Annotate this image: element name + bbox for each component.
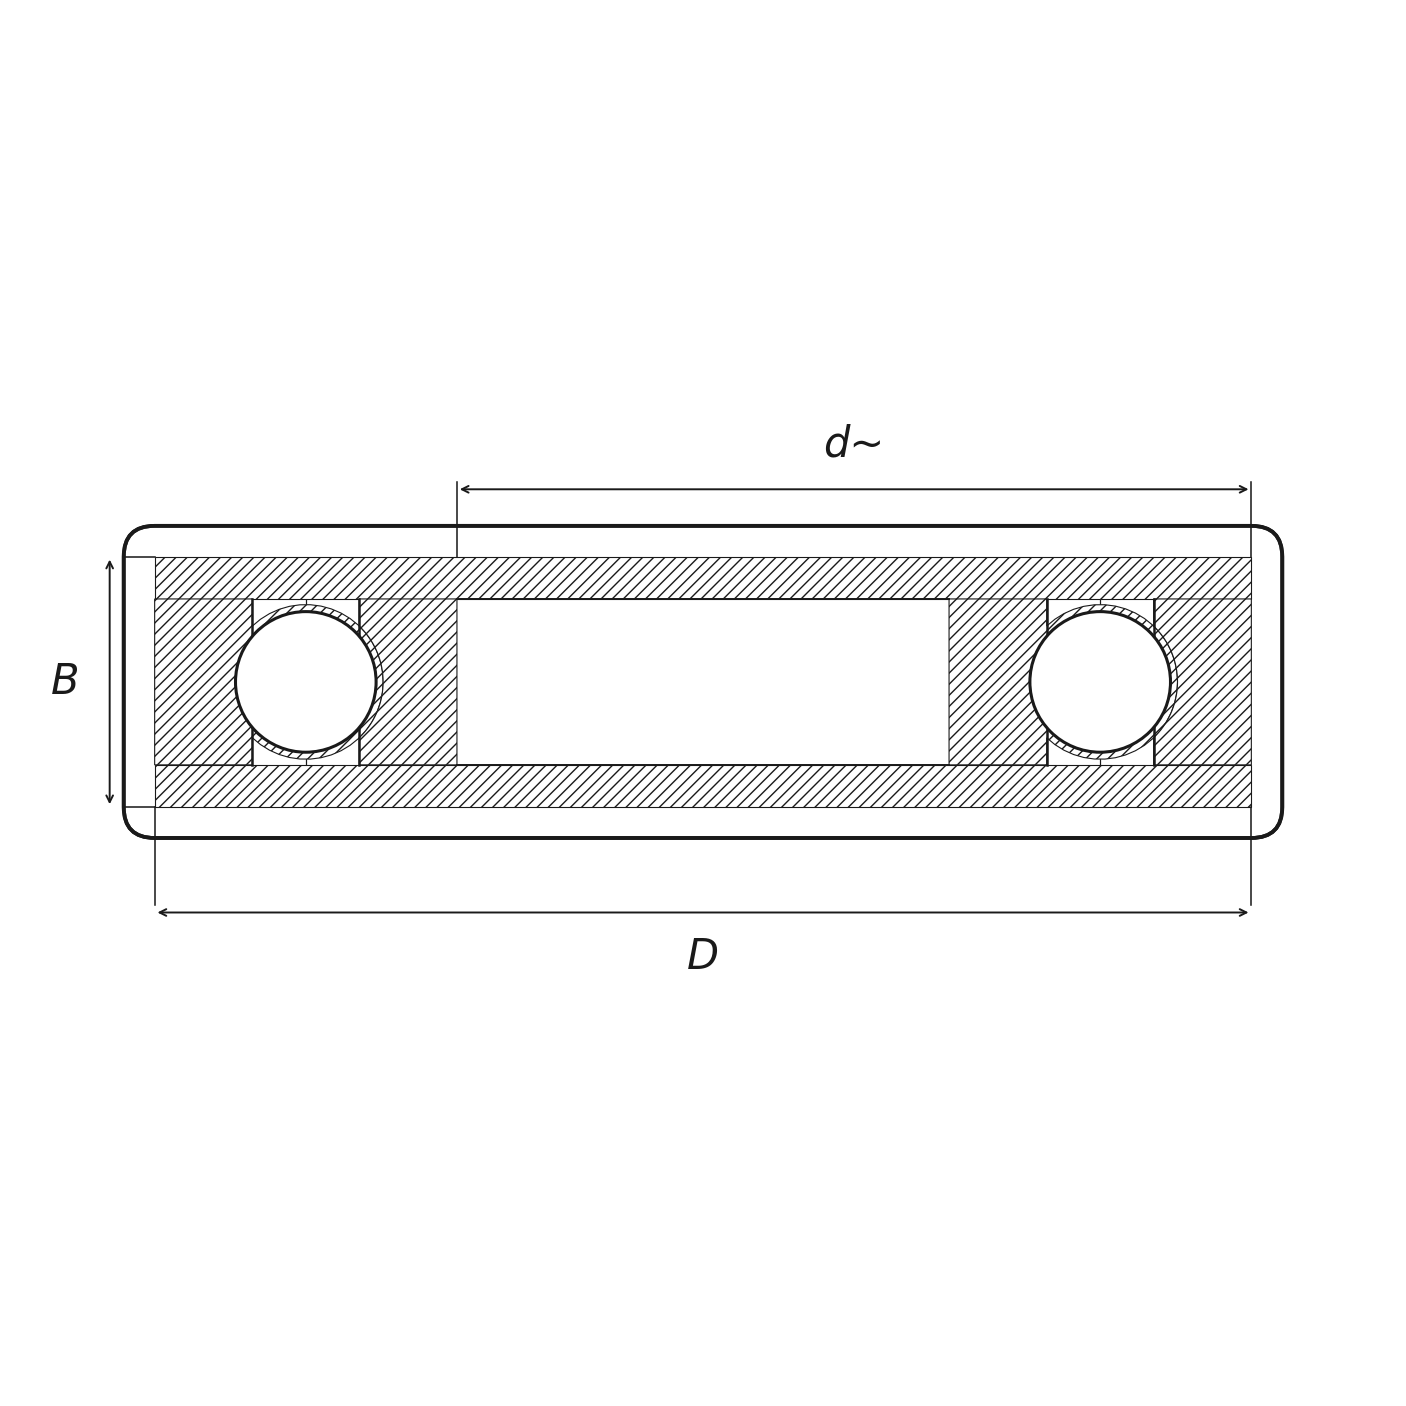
- Circle shape: [235, 612, 375, 752]
- Text: B: B: [51, 661, 79, 703]
- Polygon shape: [155, 759, 1251, 807]
- Polygon shape: [155, 599, 382, 765]
- Circle shape: [1029, 612, 1170, 752]
- Polygon shape: [949, 599, 1178, 765]
- Text: d~: d~: [824, 423, 884, 465]
- Polygon shape: [1154, 599, 1251, 765]
- FancyBboxPatch shape: [124, 526, 1282, 838]
- Polygon shape: [359, 599, 457, 765]
- Text: D: D: [688, 936, 718, 979]
- Polygon shape: [155, 557, 1251, 605]
